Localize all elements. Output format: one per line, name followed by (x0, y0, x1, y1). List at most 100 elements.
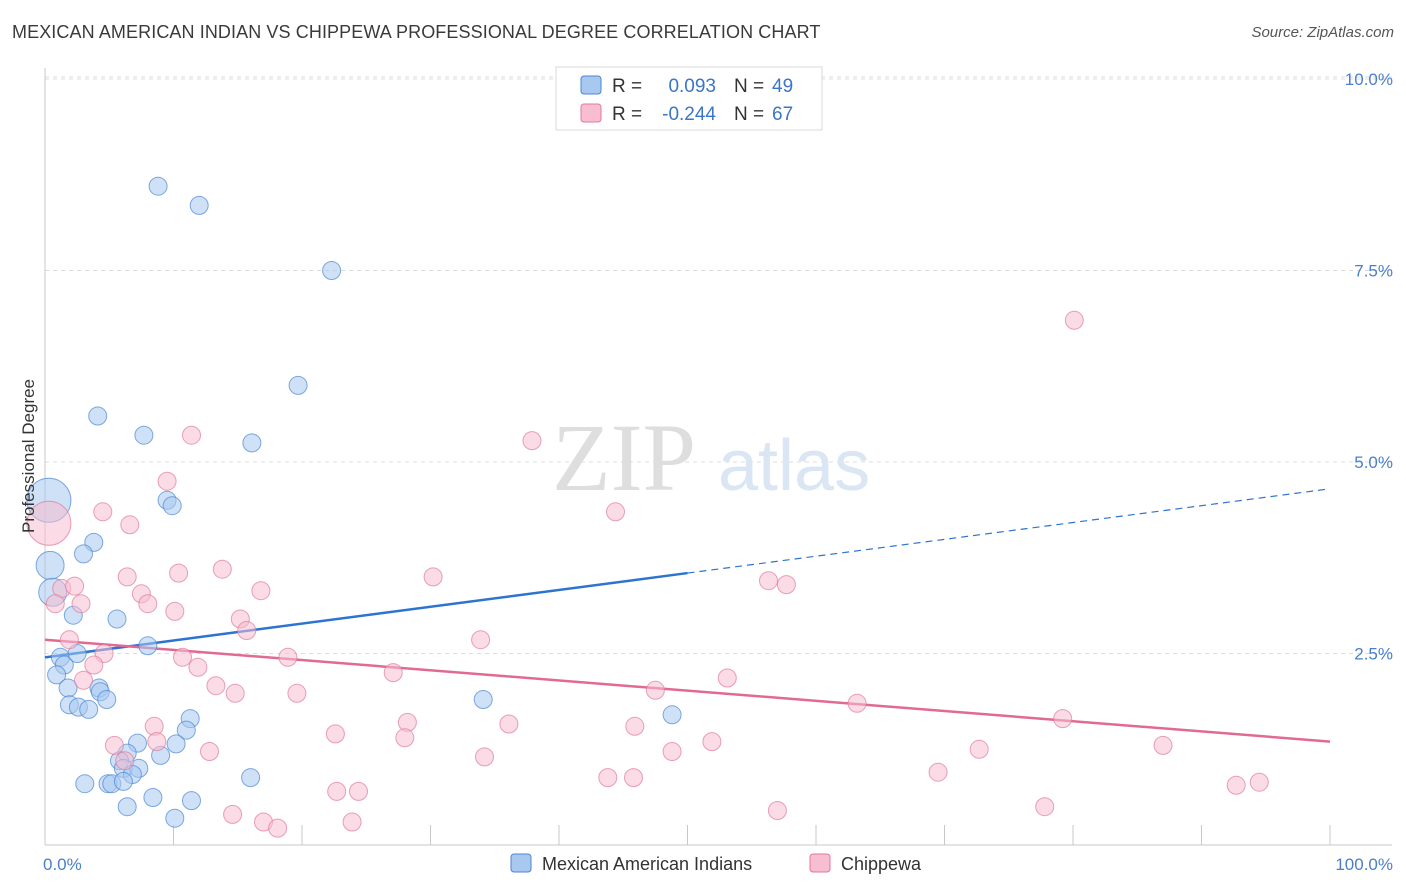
point-mexican-american-indians (162, 496, 182, 516)
point-mexican-american-indians (473, 690, 493, 709)
grid-layer (45, 76, 1392, 654)
point-chippewa (225, 683, 245, 703)
y-tick-label: 2.5% (1354, 645, 1393, 664)
point-chippewa (1053, 709, 1073, 729)
watermark-zip: ZIP (552, 404, 696, 511)
point-mexican-american-indians (189, 195, 209, 215)
point-chippewa (93, 502, 113, 522)
point-chippewa (223, 804, 243, 824)
legend-top: R = 0.093 N = 49 R = -0.244 N = 67 (555, 66, 823, 131)
point-chippewa (759, 571, 778, 591)
legend-n-label: N = (734, 104, 764, 125)
point-chippewa (327, 781, 347, 801)
point-chippewa (138, 594, 158, 614)
point-chippewa (278, 647, 298, 667)
legend-r-label: R = (612, 76, 642, 97)
point-mexican-american-indians (47, 665, 67, 685)
point-chippewa (268, 818, 288, 838)
point-chippewa (342, 812, 362, 832)
point-chippewa (104, 735, 124, 755)
point-mexican-american-indians (242, 433, 262, 453)
point-chippewa (928, 762, 948, 782)
point-chippewa (702, 732, 722, 752)
x-tick-label: 0.0% (43, 855, 82, 874)
point-mexican-american-indians (166, 734, 186, 754)
point-chippewa (662, 742, 682, 761)
point-chippewa (625, 716, 645, 736)
point-chippewa (169, 563, 189, 583)
y-tick-label: 5.0% (1354, 453, 1393, 472)
point-chippewa (598, 768, 618, 788)
legend-bottom-swatch (809, 853, 831, 873)
point-mexican-american-indians (138, 636, 158, 656)
point-mexican-american-indians (74, 544, 93, 564)
point-chippewa (1226, 775, 1246, 795)
point-chippewa (71, 594, 91, 614)
point-mexican-american-indians (88, 406, 108, 426)
point-chippewa (237, 621, 257, 640)
point-chippewa (74, 670, 93, 690)
point-chippewa (251, 581, 271, 601)
point-mexican-american-indians (148, 176, 168, 196)
legend-r-value: -0.244 (662, 104, 716, 125)
legend-swatch (580, 75, 602, 95)
point-chippewa (65, 576, 85, 596)
y-axis-label: Professional Degree (19, 379, 38, 533)
point-chippewa (471, 630, 491, 650)
point-chippewa (188, 657, 208, 677)
legend-bottom-swatch (510, 853, 532, 873)
point-chippewa (26, 500, 72, 546)
point-mexican-american-indians (182, 791, 201, 811)
legend-bottom-label: Chippewa (841, 854, 922, 874)
y-tick-label: 10.0% (1345, 70, 1393, 89)
x-tick-label: 100.0% (1335, 855, 1393, 874)
point-mexican-american-indians (322, 261, 342, 280)
legend-bottom-label: Mexican American Indians (542, 854, 752, 874)
point-chippewa (157, 471, 177, 491)
trend-line-extension (687, 488, 1331, 574)
point-chippewa (1153, 735, 1173, 755)
point-chippewa (522, 431, 542, 451)
point-chippewa (84, 655, 104, 675)
legend-bottom: Mexican American Indians Chippewa (510, 853, 922, 874)
point-chippewa (115, 751, 135, 771)
legend-r-label: R = (612, 104, 642, 125)
point-chippewa (349, 781, 368, 801)
watermark-atlas: atlas (718, 426, 870, 506)
legend-n-label: N = (734, 76, 764, 97)
legend-r-value: 0.093 (668, 76, 716, 97)
point-chippewa (767, 801, 787, 820)
point-chippewa (147, 732, 167, 752)
legend-swatch (580, 103, 602, 123)
point-chippewa (59, 630, 79, 650)
point-chippewa (395, 728, 415, 748)
point-chippewa (624, 768, 643, 788)
point-chippewa (499, 714, 519, 734)
chart-title: MEXICAN AMERICAN INDIAN VS CHIPPEWA PROF… (12, 22, 821, 42)
point-mexican-american-indians (113, 771, 133, 791)
point-chippewa (475, 747, 494, 767)
point-chippewa (1249, 772, 1269, 792)
point-chippewa (717, 668, 737, 688)
point-chippewa (606, 502, 625, 522)
chart-source: Source: ZipAtlas.com (1251, 24, 1394, 41)
point-mexican-american-indians (288, 375, 308, 395)
point-chippewa (969, 739, 989, 759)
point-chippewa (383, 663, 403, 683)
trend-line-chippewa (44, 638, 1331, 743)
point-chippewa (120, 515, 140, 535)
point-mexican-american-indians (97, 690, 117, 709)
point-mexican-american-indians (134, 425, 154, 445)
point-mexican-american-indians (176, 720, 196, 740)
point-mexican-american-indians (143, 788, 163, 807)
point-mexican-american-indians (35, 550, 65, 580)
point-chippewa (212, 559, 232, 579)
legend-n-value: 49 (772, 76, 793, 97)
point-mexican-american-indians (241, 768, 261, 788)
point-chippewa (117, 567, 137, 587)
point-chippewa (200, 742, 219, 761)
axis-layer: 2.5% 5.0% 7.5% 10.0% 0.0% 100.0% (43, 68, 1393, 874)
point-chippewa (182, 425, 201, 445)
point-chippewa (645, 680, 665, 700)
